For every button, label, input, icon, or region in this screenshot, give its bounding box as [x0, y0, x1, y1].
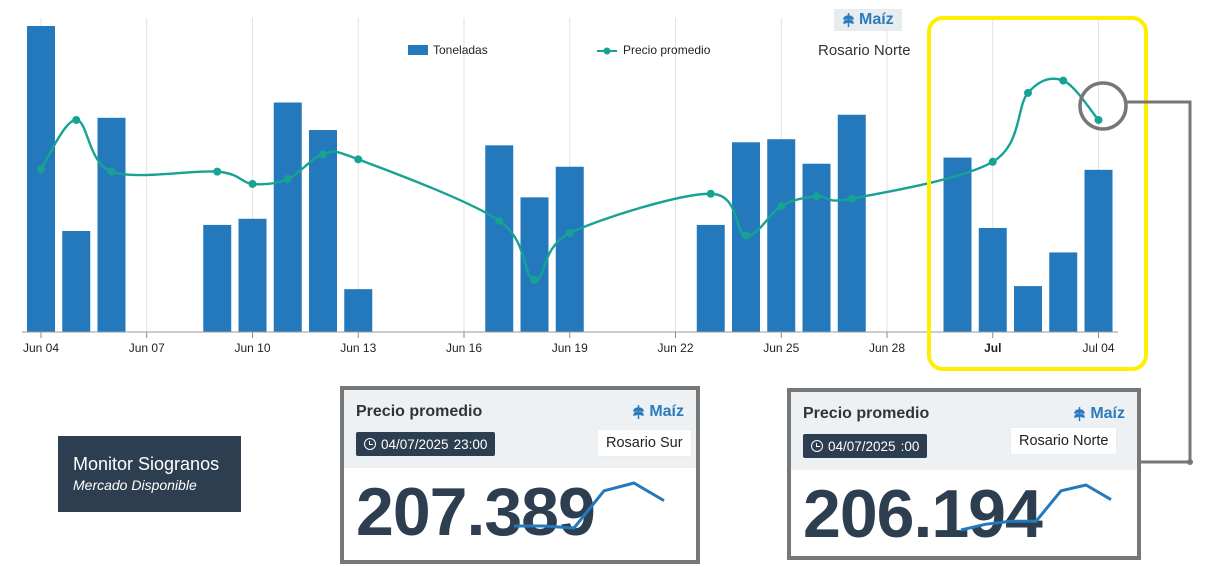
brand-title: Monitor Siogranos	[73, 454, 220, 474]
bar[interactable]	[767, 139, 796, 332]
price-point[interactable]	[319, 150, 327, 159]
highlight-box	[927, 16, 1148, 371]
card-date: 04/07/2025	[828, 438, 896, 454]
card-value: 206.194	[803, 476, 1043, 552]
card-badge: Maíz	[632, 403, 684, 421]
price-point[interactable]	[37, 165, 45, 174]
chart-legend: Toneladas Precio promedio	[408, 43, 711, 57]
bar[interactable]	[978, 227, 1007, 332]
bar[interactable]	[344, 289, 373, 332]
bar[interactable]	[1084, 169, 1113, 332]
card-sparkline	[960, 483, 1112, 532]
card-location: Rosario Sur	[598, 430, 691, 456]
legend-label-bars[interactable]: Toneladas	[433, 43, 488, 57]
bar[interactable]	[97, 117, 126, 332]
bar[interactable]	[1014, 286, 1042, 332]
brand-panel: Monitor Siogranos Mercado Disponible	[58, 436, 241, 512]
card-title: Precio promedio	[356, 403, 483, 420]
date-pill: 04/07/2025 23:00	[356, 432, 496, 456]
chart-x-axis: Jun 04 Jun 07 Jun 10 Jun 13 Jun 16 Jun 19 Jun …	[22, 331, 1118, 355]
card-date: 04/07/2025	[381, 436, 449, 452]
x-tick-label: Jun 16	[446, 341, 482, 355]
price-point[interactable]	[107, 167, 116, 176]
bar[interactable]	[1049, 252, 1078, 332]
x-tick-label: Jul 04	[1082, 341, 1114, 355]
card-badge-label: Maíz	[649, 403, 684, 420]
price-point[interactable]	[565, 229, 574, 238]
clock-icon	[364, 438, 376, 450]
sparkline-path	[514, 481, 665, 530]
top-badge-label: Maíz	[859, 11, 894, 28]
wheat-icon	[843, 13, 854, 27]
price-point[interactable]	[706, 189, 715, 198]
bar[interactable]	[203, 224, 232, 332]
bar[interactable]	[62, 231, 91, 332]
x-tick-label: Jul	[984, 341, 1001, 355]
clock-icon	[811, 440, 823, 452]
card-title: Precio promedio	[803, 405, 930, 422]
highlight-point-ring	[1078, 81, 1128, 131]
legend-swatch-bars	[408, 45, 428, 55]
bar[interactable]	[27, 26, 55, 332]
card-badge-label: Maíz	[1090, 405, 1125, 422]
sparkline-path	[960, 483, 1112, 532]
card-value: 207.389	[356, 474, 596, 550]
card-location: Rosario Norte	[1011, 428, 1117, 454]
price-point[interactable]	[72, 115, 81, 124]
price-point[interactable]	[1059, 76, 1068, 85]
card-badge: Maíz	[1073, 405, 1125, 423]
price-point[interactable]	[1094, 115, 1103, 124]
price-point[interactable]	[354, 155, 363, 164]
top-badge: Maíz	[834, 9, 902, 31]
wheat-icon	[1074, 407, 1086, 421]
bar[interactable]	[309, 130, 337, 332]
price-point[interactable]	[812, 192, 821, 201]
x-tick-label: Jun 13	[340, 341, 376, 355]
bar[interactable]	[696, 224, 725, 332]
card-header	[344, 390, 696, 468]
price-point[interactable]	[248, 179, 257, 188]
bar[interactable]	[802, 163, 831, 332]
top-location: Rosario Norte	[818, 42, 911, 59]
x-tick-label: Jun 19	[552, 341, 588, 355]
price-point[interactable]	[283, 175, 292, 183]
x-tick-label: Jun 04	[23, 341, 59, 355]
chart-bars	[27, 26, 1113, 333]
bar[interactable]	[837, 114, 866, 333]
legend-swatch-line-marker	[603, 47, 611, 55]
price-point[interactable]	[777, 202, 786, 211]
connector-line	[1126, 100, 1192, 464]
chart-line	[37, 76, 1103, 284]
price-point[interactable]	[988, 157, 997, 166]
price-point[interactable]	[847, 194, 856, 203]
price-card-rosario-norte: Precio promedio Maíz 04/07/2025 :00 Rosa…	[787, 388, 1141, 560]
x-tick-label: Jun 28	[869, 341, 905, 355]
bar[interactable]	[943, 157, 972, 332]
card-time: :00	[900, 438, 920, 454]
card-time: 23:00	[453, 436, 488, 452]
bar[interactable]	[238, 218, 267, 332]
wheat-icon	[633, 405, 645, 419]
x-tick-label: Jun 07	[129, 341, 165, 355]
date-pill: 04/07/2025 :00	[803, 434, 928, 458]
x-tick-label: Jun 25	[763, 341, 799, 355]
bar[interactable]	[485, 145, 514, 332]
x-tick-label: Jun 22	[657, 341, 693, 355]
brand-subtitle: Mercado Disponible	[73, 477, 197, 493]
price-point[interactable]	[1024, 88, 1032, 97]
price-point[interactable]	[742, 231, 750, 240]
card-sparkline	[514, 481, 665, 530]
legend-label-line[interactable]: Precio promedio	[623, 43, 711, 57]
price-point[interactable]	[495, 216, 504, 225]
price-point[interactable]	[213, 167, 222, 176]
bar[interactable]	[555, 166, 584, 332]
price-point[interactable]	[530, 275, 539, 284]
bar[interactable]	[273, 102, 302, 333]
connector-end	[1187, 459, 1193, 465]
x-tick-label: Jun 10	[234, 341, 270, 355]
price-card-rosario-sur: Precio promedio Maíz 04/07/2025 23:00 Ro…	[340, 386, 700, 564]
